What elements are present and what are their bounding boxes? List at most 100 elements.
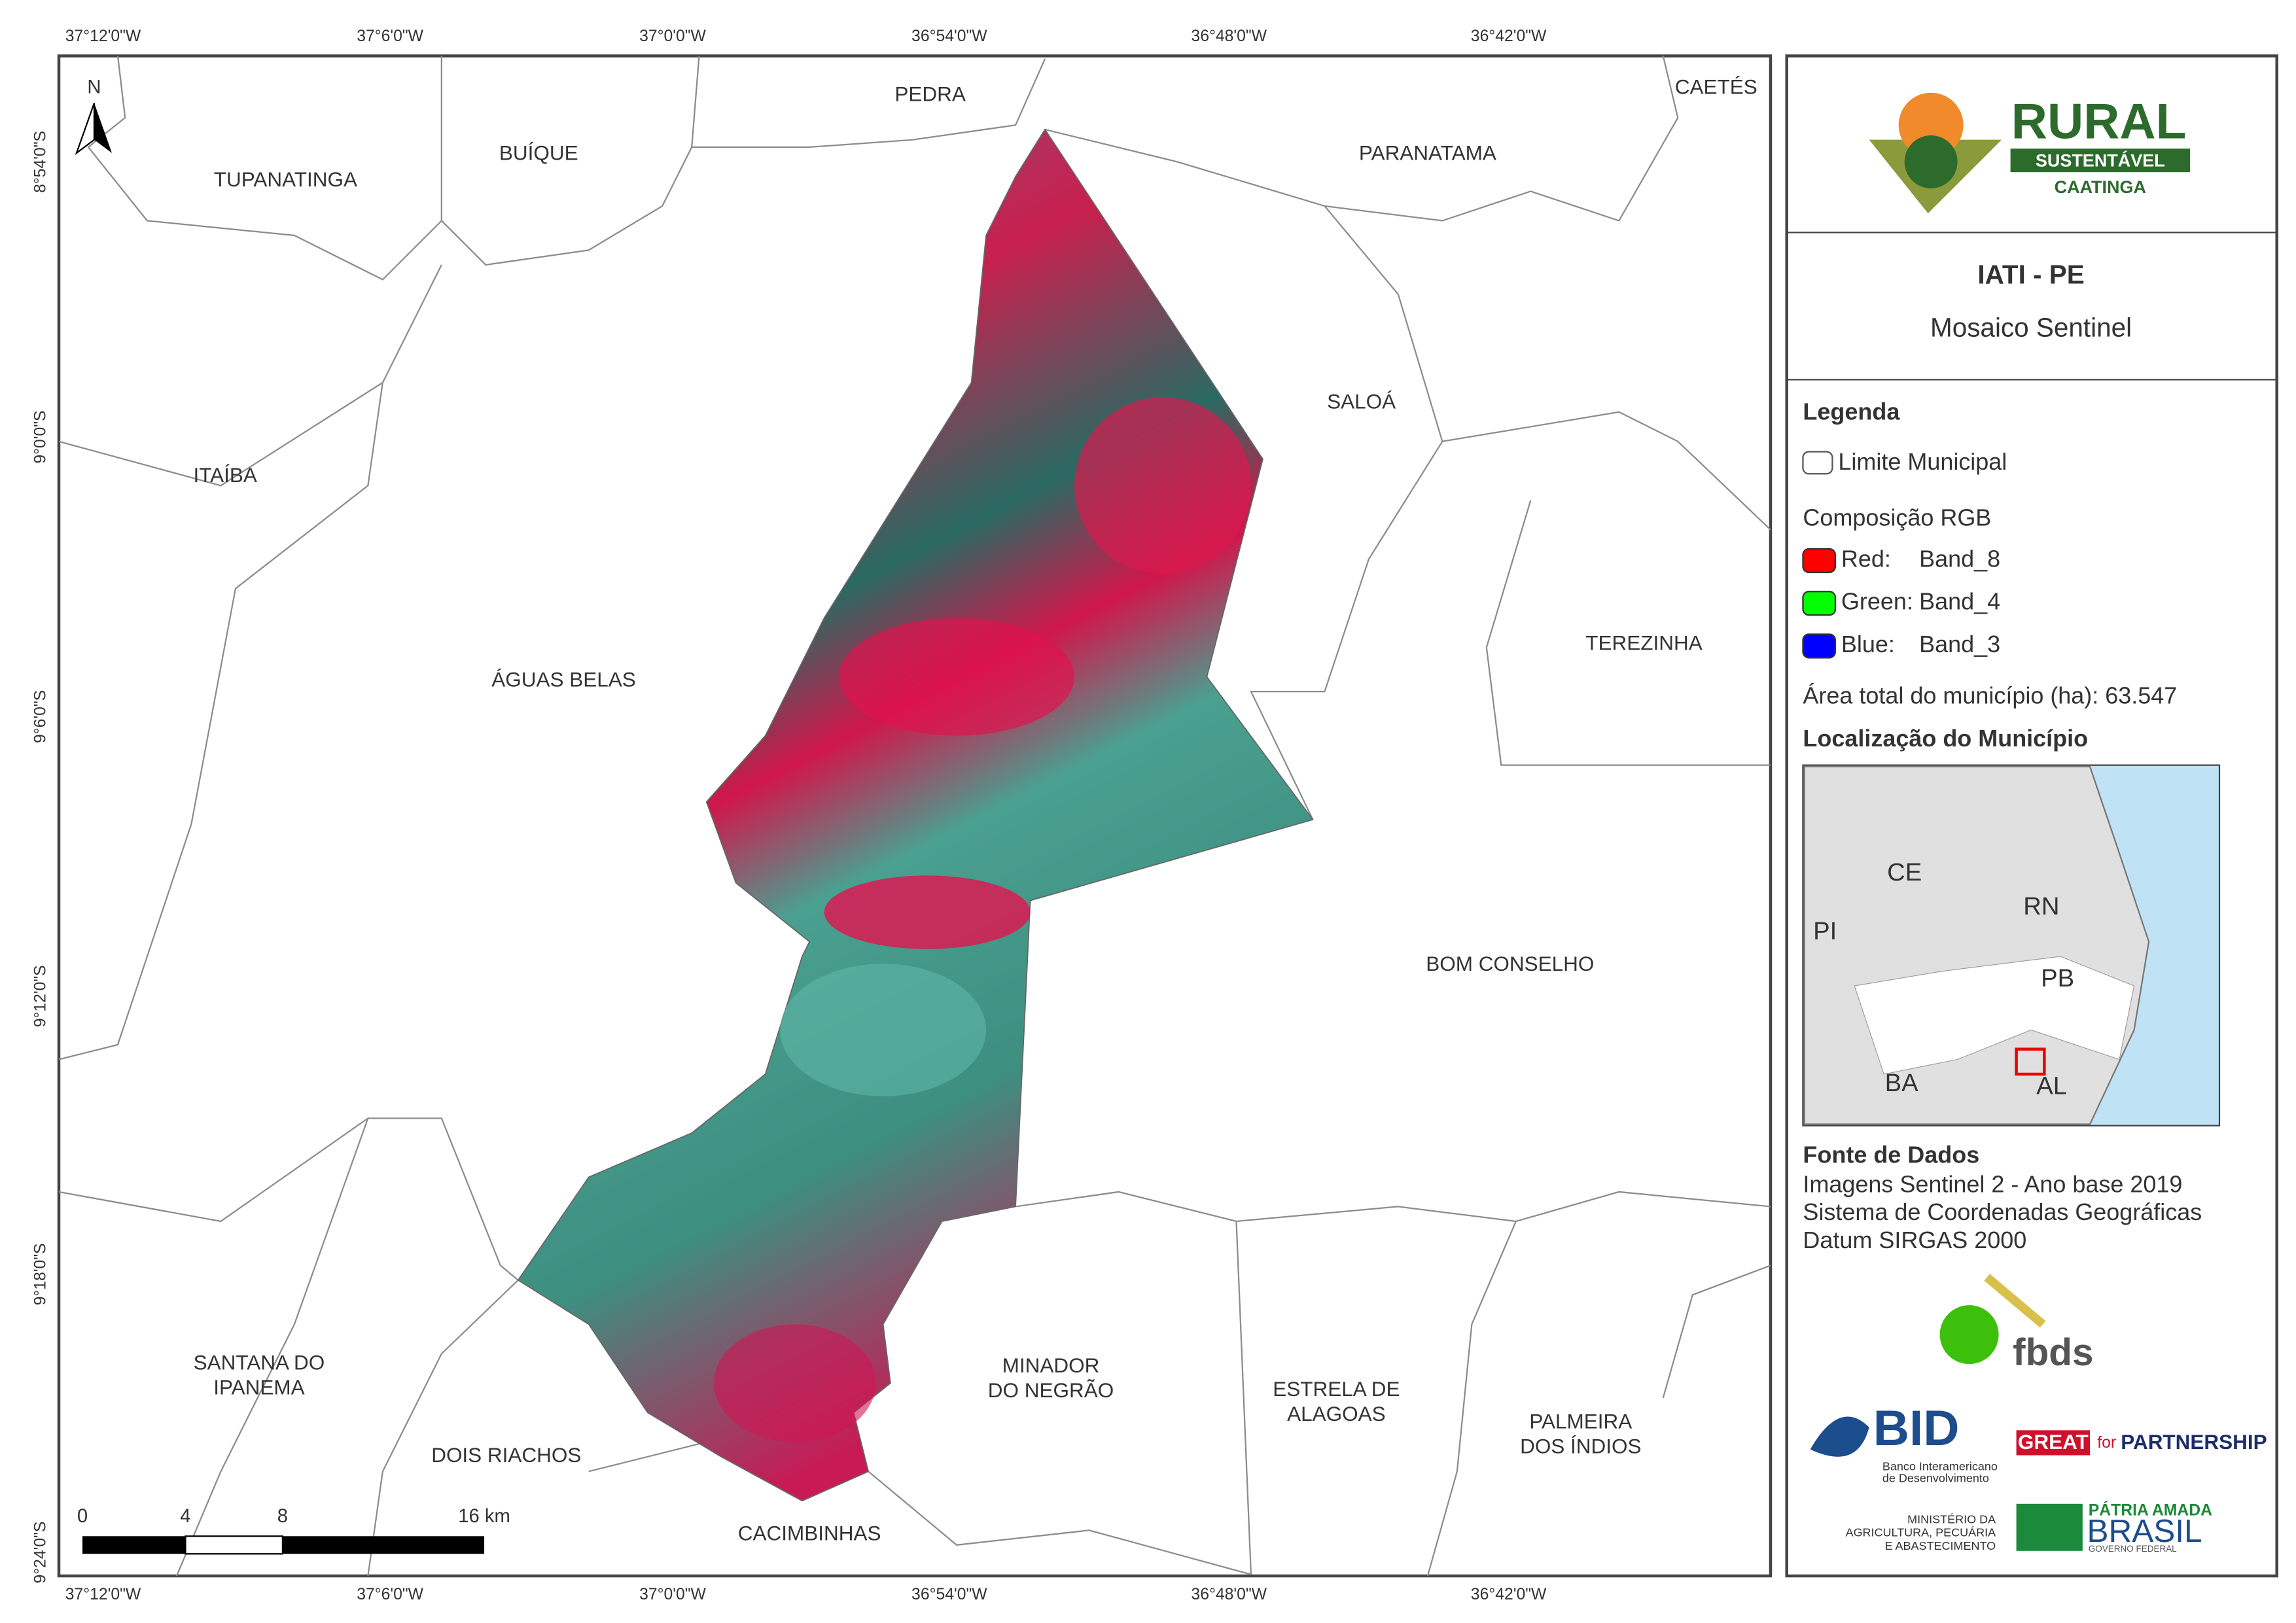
coord-label: 37°6'0"W [357, 27, 423, 45]
municipality-name: PALMEIRA [1529, 1409, 1632, 1433]
rural-logo [1869, 92, 2191, 214]
municipality-name: DO NEGRÃO [988, 1378, 1114, 1402]
municipality-name: CACIMBINHAS [738, 1521, 881, 1544]
fbds-text: fbds [2013, 1331, 2093, 1374]
coord-label: 9°18'0"S [32, 1243, 50, 1305]
source-line: Datum SIRGAS 2000 [1803, 1227, 2026, 1253]
north-arrow [75, 103, 112, 156]
mosaic-patch [780, 964, 987, 1096]
logo-title: RURAL [2011, 94, 2187, 149]
ministry-text: AGRICULTURA, PECUÁRIA [1846, 1526, 1996, 1539]
municipality-name: SALOÁ [1327, 390, 1396, 413]
brasil-text: BRASIL [2087, 1513, 2202, 1549]
municipality-name: DOS ÍNDIOS [1520, 1435, 1641, 1458]
municipality-name: ITAÍBA [193, 463, 256, 487]
mosaic-patch [824, 875, 1031, 949]
legend-subheading: Composição RGB [1803, 504, 1991, 531]
coord-label: 9°6'0"S [32, 690, 50, 743]
municipality-name: TEREZINHA [1585, 631, 1702, 655]
coord-label: 37°6'0"W [357, 1586, 423, 1603]
inset-pernambuco [1854, 956, 2135, 1075]
band-swatch [1802, 548, 1837, 574]
state-label: PI [1813, 917, 1837, 945]
coord-label: 36°48'0"W [1191, 27, 1267, 45]
coord-label: 37°0'0"W [639, 27, 706, 45]
municipality-name: MINADOR [1002, 1353, 1100, 1377]
coord-label: 36°42'0"W [1471, 1586, 1547, 1603]
north-label: N [87, 77, 101, 98]
for-text: for [2097, 1434, 2116, 1452]
coord-label: 37°0'0"W [639, 1586, 706, 1603]
state-label: CE [1887, 858, 1922, 886]
state-label: AL [2036, 1072, 2067, 1100]
municipality-name: DOIS RIACHOS [431, 1443, 581, 1467]
band-value: Band_4 [1919, 588, 2000, 615]
municipality-name: IPANEMA [213, 1376, 304, 1399]
municipality-name: PARANATAMA [1359, 141, 1496, 164]
band-name: Red: [1841, 545, 1891, 572]
band-swatch [1802, 591, 1837, 616]
band-value: Band_3 [1919, 631, 2000, 657]
source-line: Sistema de Coordenadas Geográficas [1803, 1198, 2202, 1225]
scale-label: 8 [277, 1506, 288, 1527]
legend-heading: Legenda [1803, 398, 1900, 425]
coord-label: 36°54'0"W [911, 1586, 987, 1603]
inset-land [1803, 765, 2150, 1125]
municipality-name: BUÍQUE [499, 141, 578, 164]
coord-label: 36°54'0"W [911, 27, 987, 45]
municipality-name: ALAGOAS [1287, 1402, 1386, 1425]
scale-label: 4 [180, 1506, 190, 1527]
great-text: GREAT [2018, 1430, 2089, 1454]
bid-sub: Banco Interamericano [1882, 1459, 1998, 1473]
bid-logo [1810, 1416, 1869, 1457]
location-heading: Localização do Município [1803, 725, 2088, 752]
patria-text: PÁTRIA AMADA [2089, 1501, 2212, 1520]
municipality-name: PEDRA [894, 82, 965, 106]
coord-label: 36°48'0"W [1191, 1586, 1267, 1603]
logo-sub: SUSTENTÁVEL [2036, 150, 2165, 171]
gov-text: GOVERNO FEDERAL [2089, 1544, 2177, 1554]
mosaic-patch [1074, 397, 1251, 574]
municipality-name: CAETÉS [1675, 75, 1757, 98]
inset-highlight [2015, 1047, 2046, 1076]
municipality-name: ESTRELA DE [1273, 1377, 1400, 1401]
limit-swatch [1802, 451, 1833, 475]
source-line: Imagens Sentinel 2 - Ano base 2019 [1803, 1170, 2182, 1197]
scale-label: 16 km [458, 1506, 510, 1527]
ministry-text: MINISTÉRIO DA [1907, 1512, 1996, 1526]
scale-bar [82, 1535, 485, 1555]
partnership-text: PARTNERSHIP [2121, 1430, 2267, 1454]
state-label: PB [2041, 964, 2074, 992]
coord-label: 9°0'0"S [32, 410, 50, 463]
state-label: RN [2023, 892, 2059, 920]
band-name: Green: [1841, 588, 1913, 615]
municipality-name: TUPANATINGA [214, 167, 357, 191]
brasil-logo [2016, 1503, 2083, 1551]
source-heading: Fonte de Dados [1803, 1141, 1979, 1168]
mosaic-patch [713, 1324, 876, 1442]
area-total: Área total do município (ha): 63.547 [1803, 682, 2177, 709]
band-value: Band_8 [1919, 545, 2000, 572]
coord-label: 37°12'0"W [65, 1586, 141, 1603]
municipality-name: BOM CONSELHO [1426, 952, 1594, 975]
bid-text: BID [1873, 1401, 1960, 1456]
legend-item: Limite Municipal [1838, 448, 2007, 475]
panel-title: IATI - PE [1977, 260, 2084, 290]
scale-label: 0 [77, 1506, 88, 1527]
coord-label: 37°12'0"W [65, 27, 141, 45]
state-label: BA [1885, 1069, 1918, 1097]
great-logo [2016, 1430, 2091, 1456]
coord-label: 9°24'0"S [32, 1522, 50, 1584]
ministry-text: E ABASTECIMENTO [1885, 1539, 1996, 1552]
mosaic-patch [839, 618, 1075, 736]
bid-sub: de Desenvolvimento [1882, 1471, 1989, 1484]
coord-label: 9°12'0"S [32, 965, 50, 1027]
municipal-borders [58, 56, 1771, 1577]
coord-label: 36°42'0"W [1471, 27, 1547, 45]
fbds-logo [1939, 1274, 2046, 1365]
logo-caatinga: CAATINGA [2055, 177, 2146, 197]
band-name: Blue: [1841, 631, 1895, 657]
municipality-name: SANTANA DO [194, 1350, 325, 1374]
band-swatch [1802, 633, 1837, 659]
